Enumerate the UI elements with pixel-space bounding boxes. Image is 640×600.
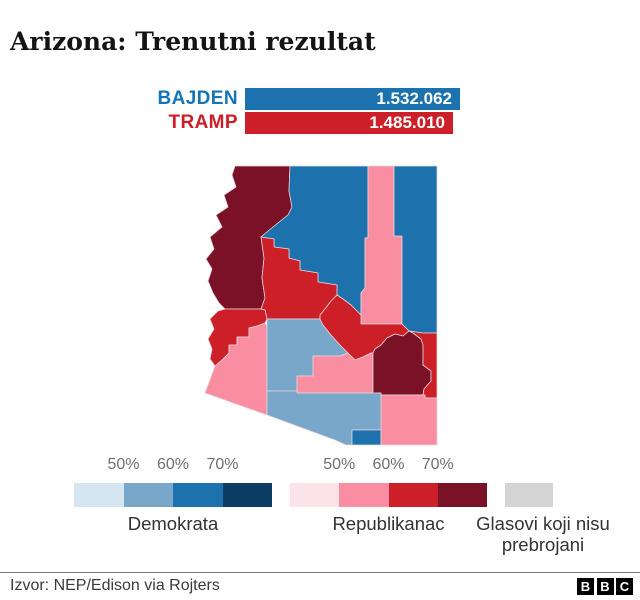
legend-swatch (173, 483, 223, 507)
footer-divider (0, 572, 640, 573)
legend-swatch (123, 483, 173, 507)
legend-tick: 70% (421, 456, 454, 473)
legend-democrat-scale: 50% 60% 70% (74, 456, 272, 507)
county-greenlee (408, 330, 438, 399)
vote-count: 1.485.010 (369, 113, 445, 132)
legend-label-uncounted: Glasovi koji nisu prebrojani (476, 513, 610, 555)
legend-swatch (437, 483, 487, 507)
result-row-trump: TRAMP 1.485.010 (0, 112, 640, 134)
legend-republican-scale: 50% 60% 70% (290, 456, 487, 507)
legend-tick: 60% (372, 456, 405, 473)
legend-ticks-democrat: 50% 60% 70% (74, 456, 272, 476)
legend-swatch (74, 483, 124, 507)
bbc-logo-letter: B (596, 578, 614, 595)
legend-tick: 50% (323, 456, 356, 473)
candidate-name: TRAMP (168, 112, 238, 133)
legend-swatch-uncounted (505, 483, 553, 507)
arizona-county-map (185, 163, 441, 448)
legend-tick: 70% (206, 456, 239, 473)
page-title: Arizona: Trenutni rezultat (10, 26, 376, 56)
candidate-name: BAJDEN (157, 88, 238, 109)
result-row-biden: BAJDEN 1.532.062 (0, 88, 640, 110)
legend-label-republican: Republikanac (332, 513, 445, 534)
bbc-logo-letter: B (577, 578, 594, 595)
legend-swatches-democrat (74, 483, 272, 507)
county-santa-cruz (351, 429, 382, 446)
legend-ticks-republican: 50% 60% 70% (290, 456, 487, 476)
county-cochise (380, 394, 438, 446)
legend-label-democrat: Demokrata (127, 513, 219, 534)
legend-swatches-republican (290, 483, 487, 507)
vote-count: 1.532.062 (376, 89, 452, 108)
vote-bar: 1.485.010 (245, 112, 453, 134)
vote-bar: 1.532.062 (245, 88, 460, 110)
bbc-logo: B B C (577, 578, 633, 595)
bbc-logo-letter: C (616, 578, 633, 595)
legend-swatch (290, 483, 340, 507)
source-attribution: Izvor: NEP/Edison via Rojters (10, 577, 220, 594)
legend-tick: 50% (107, 456, 140, 473)
county-yuma (204, 322, 268, 416)
legend-tick: 60% (156, 456, 190, 473)
legend-swatch (222, 483, 272, 507)
legend-swatch (339, 483, 389, 507)
legend-swatch (388, 483, 438, 507)
